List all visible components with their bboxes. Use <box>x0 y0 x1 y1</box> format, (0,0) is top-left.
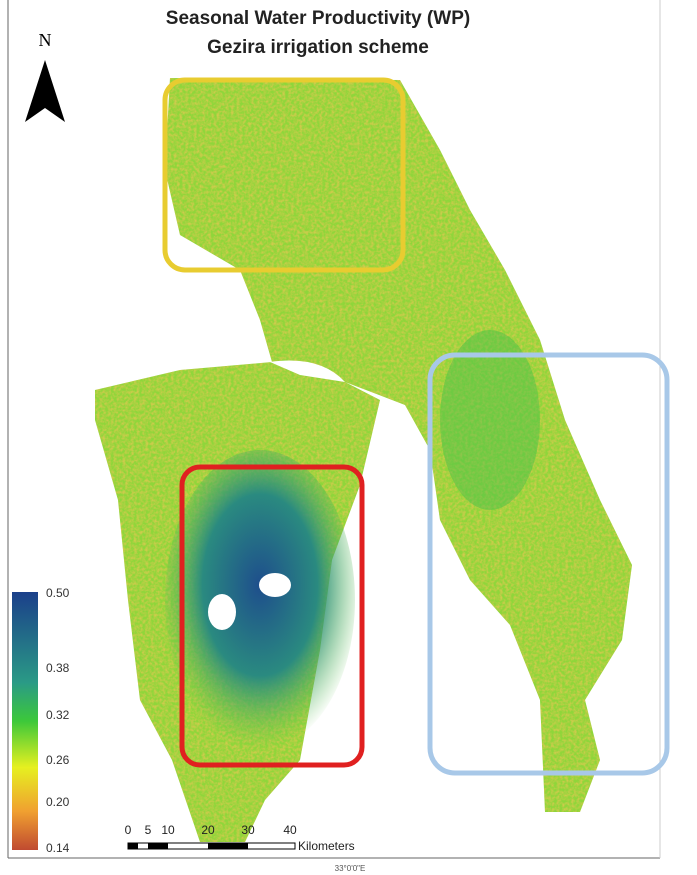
legend-label: 0.38 <box>46 661 70 675</box>
scale-label: 10 <box>161 823 175 837</box>
scale-label: 40 <box>283 823 297 837</box>
subtitle: Gezira irrigation scheme <box>207 37 429 58</box>
legend-label: 0.32 <box>46 708 70 722</box>
north-label: N <box>39 30 52 50</box>
scale-segment <box>148 843 168 849</box>
title: Seasonal Water Productivity (WP) <box>166 8 470 29</box>
scale-segment <box>208 843 248 849</box>
map: Seasonal Water Productivity (WP) Gezira … <box>0 0 697 875</box>
gap <box>259 573 291 597</box>
graticule-label: 33°0'0"E <box>335 864 366 873</box>
legend-label: 0.50 <box>46 586 70 600</box>
legend-label: 0.26 <box>46 753 70 767</box>
scale-label: 30 <box>241 823 255 837</box>
scale-label: 20 <box>201 823 215 837</box>
high-wp-zone <box>165 450 355 750</box>
scale-segment <box>128 843 138 849</box>
scale-unit: Kilometers <box>298 839 355 853</box>
scale-label: 5 <box>145 823 152 837</box>
scale-label: 0 <box>125 823 132 837</box>
colorbar <box>12 592 38 850</box>
legend-label: 0.14 <box>46 841 70 855</box>
legend-label: 0.20 <box>46 795 70 809</box>
gap <box>208 594 236 630</box>
